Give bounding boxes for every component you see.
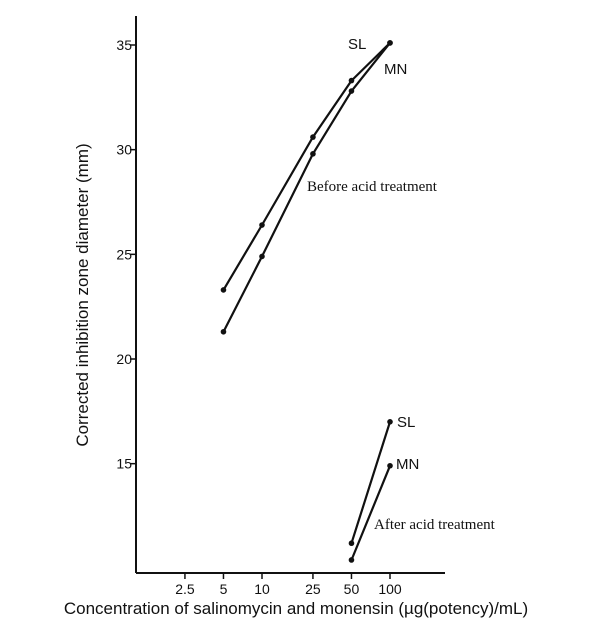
x-tick-label-2: 10 bbox=[254, 581, 270, 597]
data-point-mn-after-0 bbox=[348, 557, 355, 563]
series-points bbox=[220, 40, 393, 563]
data-point-mn-before-3 bbox=[348, 88, 355, 94]
series-label-mn-after: MN bbox=[396, 456, 419, 473]
data-point-mn-before-4 bbox=[387, 40, 393, 46]
series-lines bbox=[222, 41, 392, 562]
y-tick-label-0: 15 bbox=[116, 456, 132, 472]
x-tick-label-3: 25 bbox=[305, 581, 321, 597]
data-point-mn-before-1 bbox=[259, 253, 265, 260]
x-tick-label-0: 2.5 bbox=[175, 581, 195, 597]
x-tick-label-1: 5 bbox=[220, 581, 228, 597]
y-tick-group: 15 20 25 30 35 bbox=[116, 37, 136, 472]
x-tick-group: 2.5 5 10 25 50 100 bbox=[175, 573, 402, 597]
y-tick-label-2: 25 bbox=[116, 246, 132, 262]
series-label-mn-before: MN bbox=[384, 61, 407, 78]
annotation-after-acid: After acid treatment bbox=[374, 517, 496, 533]
annotation-before-acid: Before acid treatment bbox=[307, 179, 438, 195]
data-point-sl-before-1 bbox=[259, 222, 265, 228]
series-label-sl-after: SL bbox=[397, 414, 415, 431]
data-point-sl-after-0 bbox=[348, 540, 355, 547]
x-tick-label-5: 100 bbox=[378, 581, 402, 597]
y-tick-label-3: 30 bbox=[116, 142, 132, 158]
data-point-mn-after-1 bbox=[387, 462, 393, 469]
data-point-sl-before-3 bbox=[348, 77, 355, 84]
data-point-sl-after-1 bbox=[387, 419, 393, 425]
y-tick-label-4: 35 bbox=[116, 37, 132, 53]
series-label-sl-before: SL bbox=[348, 36, 366, 53]
series-line-sl-after bbox=[350, 420, 392, 545]
y-tick-label-1: 20 bbox=[116, 351, 132, 367]
data-point-mn-before-2 bbox=[310, 151, 316, 157]
y-axis-title: Corrected inhibition zone diameter (mm) bbox=[73, 143, 92, 446]
data-point-mn-before-0 bbox=[220, 328, 227, 335]
series-line-mn-after bbox=[350, 464, 392, 562]
x-axis-title: Concentration of salinomycin and monensi… bbox=[64, 599, 528, 618]
data-point-sl-before-2 bbox=[310, 134, 316, 140]
data-point-sl-before-0 bbox=[220, 287, 227, 293]
x-tick-label-4: 50 bbox=[344, 581, 360, 597]
